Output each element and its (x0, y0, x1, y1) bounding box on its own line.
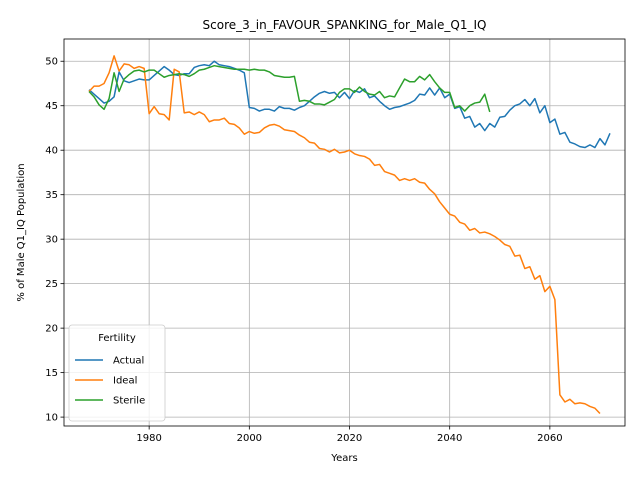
y-tick-label: 10 (45, 413, 58, 424)
plot-frame (63, 38, 626, 427)
y-tick-label: 15 (45, 368, 58, 379)
y-tick-label: 35 (45, 190, 58, 201)
y-tick-label: 25 (45, 279, 58, 290)
y-tick-label: 50 (45, 57, 58, 68)
x-tick-label: 1980 (136, 433, 161, 444)
series-line-ideal (88, 55, 601, 415)
x-tick-label: 2000 (237, 433, 262, 444)
x-tick-label: 2040 (437, 433, 462, 444)
x-tick-label: 2020 (337, 433, 362, 444)
series-layer (88, 55, 611, 415)
y-axis-ticks: 10 15 20 25 30 35 40 45 50 (45, 57, 64, 424)
legend: Fertility Actual Ideal Sterile (68, 324, 166, 422)
legend-label-actual: Actual (113, 356, 144, 367)
y-axis-label: % of Male Q1_IQ Population (16, 163, 27, 301)
y-tick-label: 45 (45, 101, 58, 112)
series-line-sterile (88, 64, 491, 113)
x-tick-label: 2060 (537, 433, 562, 444)
y-tick-label: 30 (45, 235, 58, 246)
legend-label-sterile: Sterile (113, 396, 145, 407)
y-tick-label: 20 (45, 324, 58, 335)
legend-title: Fertility (98, 333, 136, 344)
x-axis-label: Years (330, 453, 357, 464)
y-tick-label: 40 (45, 146, 58, 157)
legend-label-ideal: Ideal (113, 376, 137, 387)
legend-entries: Actual Ideal Sterile (75, 356, 145, 407)
x-axis-ticks: 1980 2000 2020 2040 2060 (136, 426, 563, 444)
legend-box (68, 324, 166, 422)
chart-title: Score_3_in_FAVOUR_SPANKING_for_Male_Q1_I… (203, 18, 487, 32)
